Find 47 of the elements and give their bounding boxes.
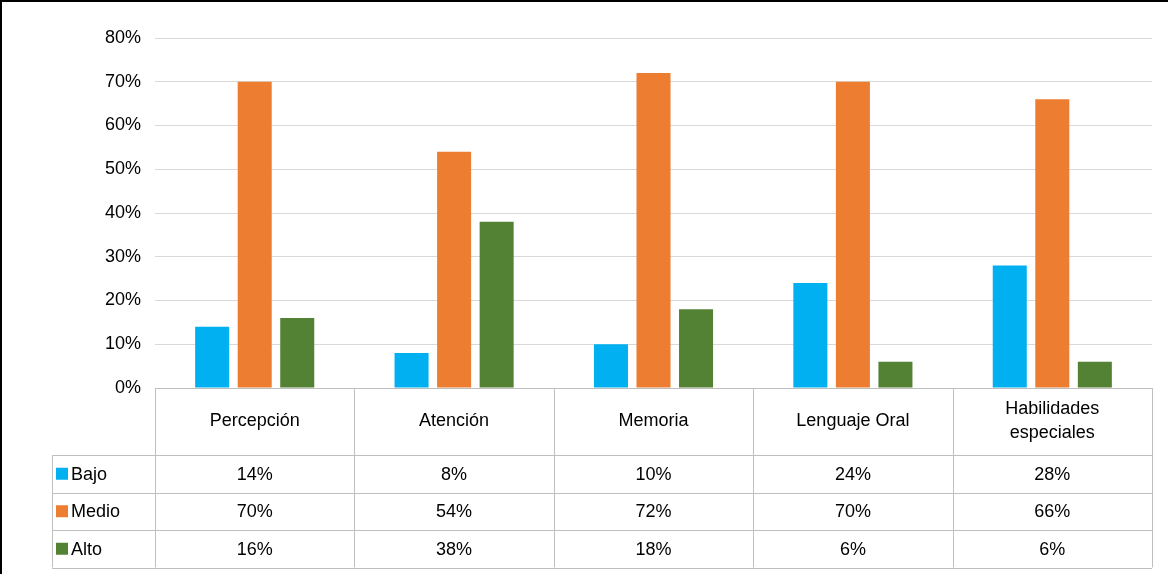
bar [479, 221, 514, 388]
data-label: 70% [834, 501, 871, 522]
y-tick-label: 0% [114, 376, 141, 397]
data-label: 18% [635, 538, 672, 559]
data-label: 6% [1039, 538, 1066, 559]
bar [1035, 99, 1070, 388]
data-label: 6% [839, 538, 866, 559]
y-tick-label: 30% [104, 245, 141, 266]
y-tick-label: 40% [104, 201, 141, 222]
bar [437, 151, 472, 388]
data-label: 70% [236, 501, 273, 522]
data-label: 72% [635, 501, 672, 522]
bar [394, 353, 429, 388]
bar [280, 318, 315, 388]
data-label: 24% [834, 463, 871, 484]
y-tick-label: 10% [104, 333, 141, 354]
x-tick-label: Lenguaje Oral [796, 409, 910, 430]
data-label: 14% [236, 463, 273, 484]
y-tick-label: 70% [104, 70, 141, 91]
bar [992, 265, 1027, 388]
bar [793, 283, 828, 388]
bar [593, 344, 628, 388]
bar [195, 326, 230, 388]
data-label: 16% [236, 538, 273, 559]
y-tick-label: 50% [104, 158, 141, 179]
y-tick-label: 80% [104, 26, 141, 47]
x-tick-label: Atención [419, 409, 490, 430]
bar [835, 81, 870, 388]
data-label: 8% [441, 463, 468, 484]
x-tick-label: Memoria [618, 409, 690, 430]
data-label: 10% [635, 463, 672, 484]
x-tick-label: Percepción [209, 409, 300, 430]
bar [636, 73, 671, 388]
x-tick-label: Habilidades especiales [1005, 397, 1100, 442]
data-label: 54% [436, 501, 473, 522]
legend-label: Bajo [71, 463, 108, 484]
bar [878, 361, 913, 388]
legend-label: Alto [71, 538, 103, 559]
data-label: 66% [1034, 501, 1071, 522]
y-tick-label: 60% [104, 114, 141, 135]
bar [1077, 361, 1112, 388]
bar [237, 81, 272, 388]
legend-label: Medio [71, 501, 121, 522]
bar [679, 309, 714, 388]
data-label: 38% [436, 538, 473, 559]
y-tick-label: 20% [104, 289, 141, 310]
data-label: 28% [1034, 463, 1071, 484]
